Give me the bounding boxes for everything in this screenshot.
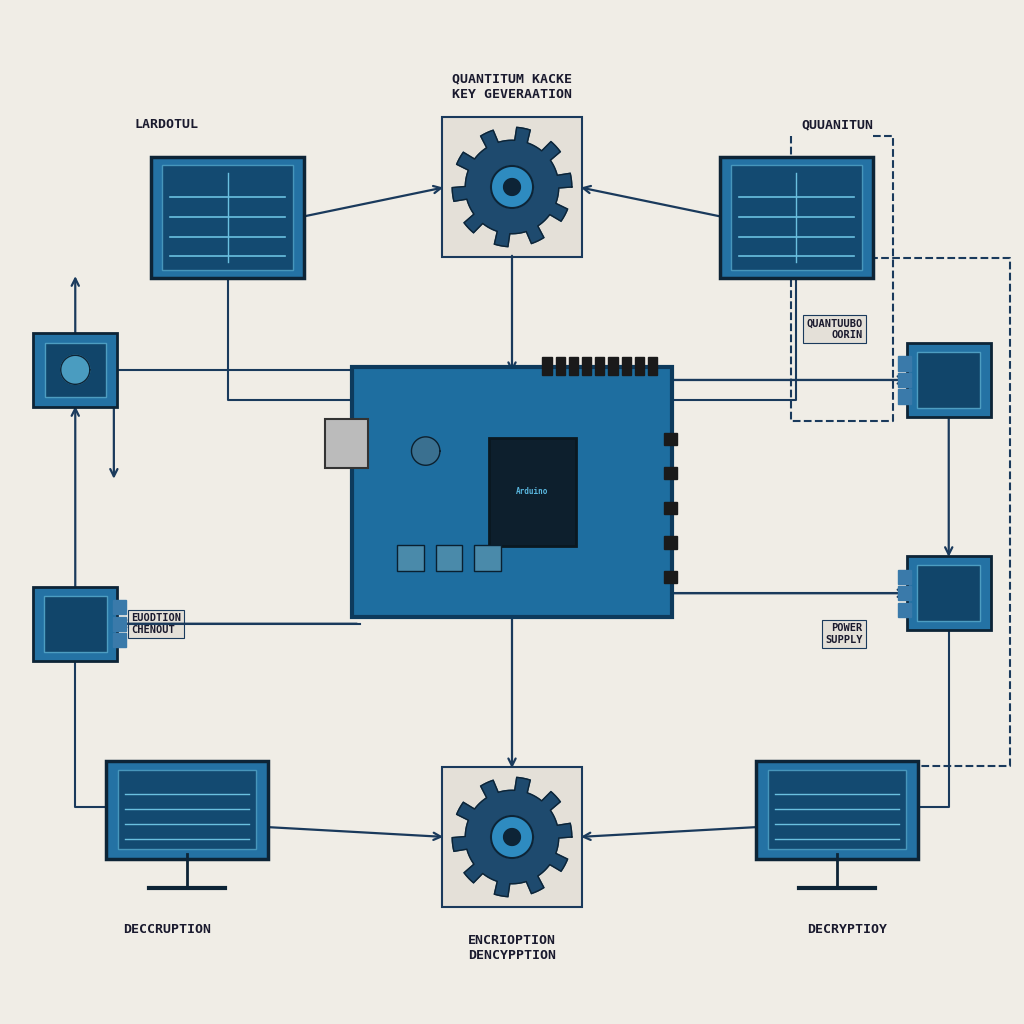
FancyBboxPatch shape [33,333,118,407]
Bar [898,586,910,600]
FancyBboxPatch shape [44,596,106,651]
Text: QUANTITUM KACKE
KEY GEVERAATION: QUANTITUM KACKE KEY GEVERAATION [452,73,572,100]
Bar [622,356,631,375]
Bar [665,467,677,479]
Polygon shape [453,777,571,897]
FancyBboxPatch shape [442,117,582,257]
Polygon shape [504,178,520,196]
Bar [595,356,604,375]
Text: DECRYPTIOY: DECRYPTIOY [807,924,887,936]
FancyBboxPatch shape [118,770,256,849]
Text: POWER
SUPPLY: POWER SUPPLY [825,623,862,645]
Text: LARDOTUL: LARDOTUL [135,118,199,131]
FancyBboxPatch shape [918,352,980,408]
FancyBboxPatch shape [906,556,991,631]
FancyBboxPatch shape [152,157,304,279]
Bar [665,571,677,583]
Bar [114,600,126,614]
Text: QUANTUUBO
OORIN: QUANTUUBO OORIN [806,318,862,340]
FancyBboxPatch shape [906,343,991,417]
Text: DECCRUPTION: DECCRUPTION [123,924,211,936]
Bar [898,603,910,616]
FancyBboxPatch shape [33,587,118,660]
Text: EUODTION
CHENOUT: EUODTION CHENOUT [131,613,181,635]
Bar [665,537,677,549]
Bar [569,356,578,375]
Bar [556,356,565,375]
Text: ENCRIOPTION
DENCYPPTION: ENCRIOPTION DENCYPPTION [468,934,556,962]
Bar [608,356,617,375]
FancyBboxPatch shape [488,438,575,546]
Polygon shape [490,166,534,208]
FancyBboxPatch shape [918,565,980,621]
FancyBboxPatch shape [731,165,862,269]
Polygon shape [504,828,520,846]
Bar [665,433,677,445]
FancyBboxPatch shape [45,343,105,396]
FancyBboxPatch shape [397,545,424,571]
FancyBboxPatch shape [436,545,462,571]
Text: QUUANITUN: QUUANITUN [801,118,873,131]
FancyBboxPatch shape [325,419,368,468]
Bar [543,356,552,375]
FancyBboxPatch shape [442,767,582,907]
Polygon shape [60,355,90,384]
Bar [898,389,910,403]
Polygon shape [453,127,571,247]
Polygon shape [412,437,440,465]
Text: Arduino: Arduino [516,487,549,497]
FancyBboxPatch shape [162,165,293,269]
FancyBboxPatch shape [351,367,673,616]
Bar [635,356,644,375]
Bar [898,373,910,387]
Bar [898,356,910,371]
Bar [114,633,126,647]
FancyBboxPatch shape [474,545,501,571]
FancyBboxPatch shape [720,157,872,279]
FancyBboxPatch shape [105,761,268,859]
Bar [114,616,126,631]
Bar [665,502,677,514]
Polygon shape [490,816,534,858]
FancyBboxPatch shape [768,770,906,849]
Bar [648,356,657,375]
Bar [898,569,910,584]
Bar [582,356,591,375]
FancyBboxPatch shape [756,761,919,859]
